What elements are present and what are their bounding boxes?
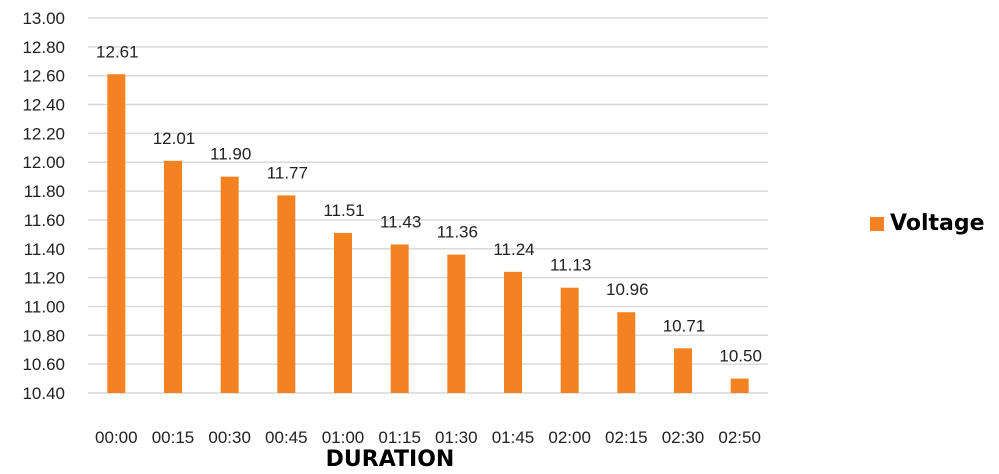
- y-tick-label: 11.00: [24, 297, 65, 316]
- bar: [164, 160, 182, 393]
- data-label: 11.36: [437, 223, 478, 242]
- data-label: 11.77: [267, 163, 308, 182]
- y-tick-label: 10.40: [22, 384, 65, 403]
- bar: [730, 378, 749, 393]
- data-label: 12.01: [153, 129, 196, 148]
- bar: [617, 312, 636, 393]
- x-axis-title: DURATION: [326, 447, 455, 472]
- data-label: 10.96: [606, 280, 649, 299]
- legend-label: Voltage: [890, 211, 985, 236]
- bar: [560, 287, 579, 393]
- y-tick-label: 12.00: [22, 153, 65, 172]
- x-tick-label: 02:30: [662, 428, 705, 447]
- data-label: 11.90: [210, 145, 251, 164]
- data-labels: 12.61 12.01 11.90 11.77 11.51 11.43 11.36 11.24…: [96, 42, 762, 365]
- y-tick-label: 12.20: [22, 124, 65, 143]
- y-tick-label: 13.00: [22, 9, 65, 28]
- y-tick-label: 12.40: [22, 96, 65, 115]
- data-label: 11.51: [323, 201, 364, 220]
- data-label: 12.61: [96, 42, 139, 61]
- data-label: 10.50: [719, 347, 762, 366]
- bar: [504, 271, 522, 393]
- y-tick-label: 10.60: [22, 355, 65, 374]
- y-tick-label: 12.60: [22, 67, 65, 86]
- x-tick-label: 00:15: [152, 428, 195, 447]
- x-tick-label: 01:00: [322, 428, 365, 447]
- x-tick-label: 02:15: [605, 428, 648, 447]
- y-tick-label: 10.80: [22, 326, 65, 345]
- legend-swatch: [870, 216, 884, 231]
- x-tick-label: 00:45: [265, 428, 308, 447]
- bar: [447, 254, 466, 393]
- x-tick-label: 00:30: [208, 428, 251, 447]
- y-tick-label: 12.80: [22, 38, 65, 57]
- y-tick-label: 11.20: [24, 269, 65, 288]
- gridlines: [88, 17, 768, 394]
- x-tick-label: 00:00: [95, 428, 138, 447]
- data-label: 11.43: [380, 212, 421, 231]
- data-label: 10.71: [663, 316, 706, 335]
- legend: Voltage: [870, 211, 985, 236]
- x-tick-label: 01:45: [492, 428, 535, 447]
- bar: [674, 348, 692, 393]
- bar: [277, 195, 296, 393]
- bar: [220, 176, 239, 393]
- y-tick-label: 11.80: [24, 182, 65, 201]
- y-axis-tick-labels: 13.00 12.80 12.60 12.40 12.20 12.00 11.80 11.60…: [22, 9, 65, 403]
- bars: [107, 74, 749, 393]
- y-tick-label: 11.60: [24, 211, 65, 230]
- data-label: 11.13: [550, 256, 591, 275]
- x-tick-label: 02:50: [718, 428, 761, 447]
- x-tick-label: 01:15: [378, 428, 421, 447]
- bar: [107, 74, 126, 393]
- x-axis-tick-labels: 00:00 00:15 00:30 00:45 01:00 01:15 01:30 01:45…: [95, 428, 761, 447]
- data-label: 11.24: [493, 240, 534, 259]
- x-tick-label: 02:00: [548, 428, 591, 447]
- y-tick-label: 11.40: [24, 240, 65, 259]
- x-tick-label: 01:30: [435, 428, 478, 447]
- bar: [390, 244, 409, 393]
- bar: [334, 232, 352, 393]
